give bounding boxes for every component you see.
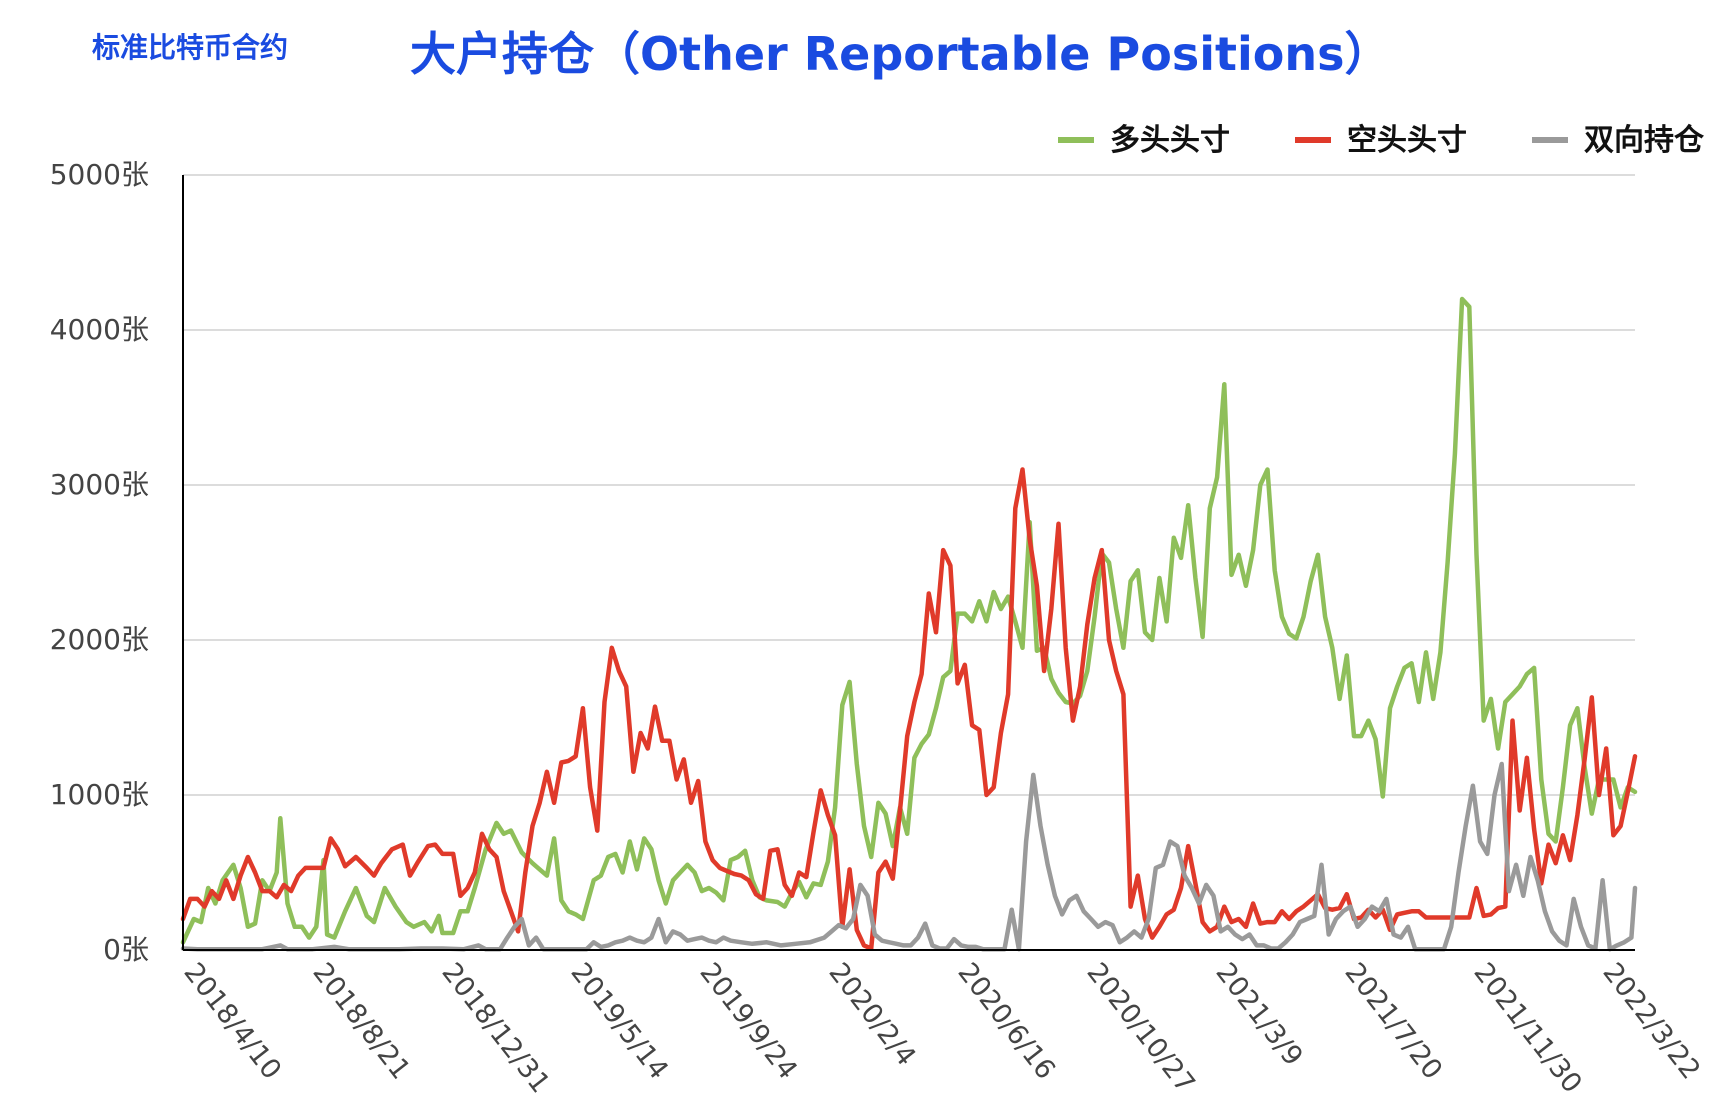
x-tick-label: 2018/4/10: [177, 957, 287, 1085]
y-tick-label: 5000张: [50, 158, 149, 191]
chart-subtitle: 标准比特币合约: [92, 31, 289, 64]
y-tick-label: 2000张: [50, 623, 149, 656]
series-lines: [180, 296, 1638, 952]
y-tick-label: 3000张: [50, 468, 149, 501]
chart-title: 大户持仓（Other Reportable Positions）: [410, 27, 1391, 81]
x-tick-label: 2020/10/27: [1080, 957, 1200, 1099]
y-tick-label: 1000张: [50, 778, 149, 811]
series-line-2: [180, 467, 1638, 951]
legend-label: 双向持仓: [1584, 123, 1705, 158]
x-tick-label: 2021/11/30: [1467, 957, 1587, 1099]
y-tick-label: 0张: [103, 933, 149, 966]
legend-label: 空头头寸: [1347, 123, 1467, 158]
x-tick-label: 2021/3/9: [1209, 957, 1308, 1072]
x-tick-label: 2019/5/14: [564, 957, 674, 1085]
x-tick-label: 2018/8/21: [306, 957, 416, 1085]
series-line-1: [180, 296, 1638, 945]
x-axis-ticks: 2018/4/10 2018/8/21 2018/12/31 2019/5/14 201…: [177, 957, 1706, 1099]
x-tick-label: 2022/3/22: [1596, 957, 1706, 1085]
x-tick-label: 2018/12/31: [435, 957, 555, 1099]
x-tick-label: 2020/6/16: [951, 957, 1061, 1085]
legend-label: 多头头寸: [1110, 123, 1230, 158]
y-axis-ticks: 0张 1000张 2000张 3000张 4000张 5000张: [50, 158, 149, 966]
legend: 多头头寸 空头头寸 双向持仓: [1058, 123, 1705, 158]
y-tick-label: 4000张: [50, 313, 149, 346]
x-tick-label: 2019/9/24: [693, 957, 803, 1085]
x-tick-label: 2021/7/20: [1338, 957, 1448, 1085]
x-tick-label: 2020/2/4: [822, 957, 921, 1072]
